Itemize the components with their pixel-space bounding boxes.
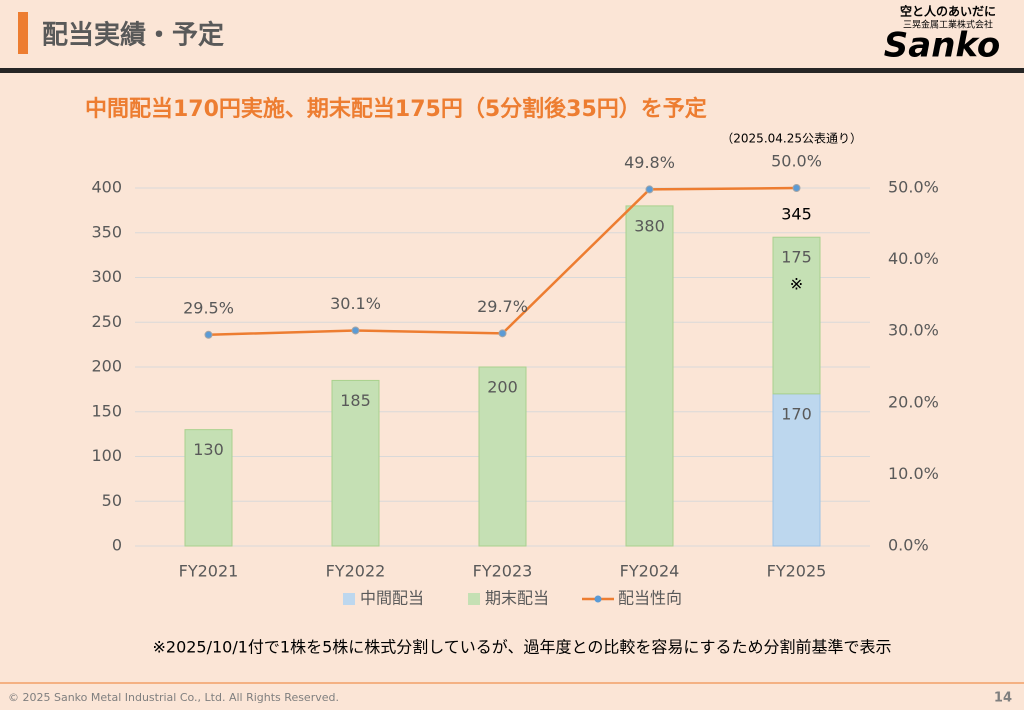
y2-tick-label: 50.0% [888,178,939,197]
y-tick-label: 200 [91,357,122,376]
y2-tick-label: 30.0% [888,321,939,340]
y-tick-label: 400 [91,178,122,197]
logo-company: 三晃金属工業株式会社 [903,19,993,31]
x-tick-label: FY2025 [767,562,827,581]
logo-brand: Sanko [884,26,1000,66]
y-tick-label: 300 [91,267,122,286]
y2-tick-label: 10.0% [888,464,939,483]
ratio-marker [645,185,654,194]
legend-label: 中間配当 [360,589,424,608]
legend-label: 期末配当 [485,589,549,608]
bar-value-label: 200 [487,378,518,397]
y-tick-label: 0 [112,536,122,555]
footer-rule [0,682,1024,684]
x-tick-label: FY2023 [473,562,533,581]
legend-label: 配当性向 [618,589,682,608]
y-tick-label: 250 [91,312,122,331]
header-rule [0,68,1024,73]
logo-tagline: 空と人のあいだに [900,4,996,19]
ratio-marker [204,330,213,339]
bar-value-label: 185 [340,391,371,410]
slide-title: 配当実績・予定 [42,20,224,51]
title-accent [18,12,28,54]
bar-value-label: 380 [634,216,665,235]
bar [772,236,821,395]
ratio-marker [792,184,801,192]
x-tick-label: FY2022 [326,562,386,581]
ratio-label: 30.1% [330,294,381,313]
footnote: ※2025/10/1付で1株を5株に株式分割しているが、過年度との比較を容易にす… [152,638,891,657]
total-label: 345 [781,205,812,224]
bar [184,429,233,547]
legend-marker [594,595,602,603]
ratio-label: 29.7% [477,297,528,316]
y-tick-label: 50 [102,491,122,510]
bar-value-label: 175 [781,248,812,267]
legend-swatch [343,593,355,605]
y2-tick-label: 0.0% [888,536,929,555]
copyright: © 2025 Sanko Metal Industrial Co., Ltd. … [8,691,339,704]
subheadline: （2025.04.25公表通り） [721,132,862,146]
y-tick-label: 150 [91,401,122,420]
bar [331,379,380,547]
x-tick-label: FY2024 [620,562,680,581]
bar [478,366,527,547]
y2-tick-label: 20.0% [888,392,939,411]
ratio-marker [498,329,507,338]
y-tick-label: 350 [91,222,122,241]
bar [625,205,674,547]
bar-value-label: 130 [193,440,224,459]
legend-swatch [468,593,480,605]
ratio-marker [351,326,360,335]
note-mark: ※ [790,275,803,294]
page-number: 14 [994,691,1012,706]
ratio-label: 50.0% [771,152,822,171]
ratio-label: 29.5% [183,298,234,317]
bar [772,393,821,547]
y2-tick-label: 40.0% [888,249,939,268]
ratio-label: 49.8% [624,153,675,172]
headline: 中間配当170円実施、期末配当175円（5分割後35円）を予定 [85,96,707,122]
x-tick-label: FY2021 [179,562,239,581]
bar-value-label: 170 [781,404,812,423]
y-tick-label: 100 [91,446,122,465]
